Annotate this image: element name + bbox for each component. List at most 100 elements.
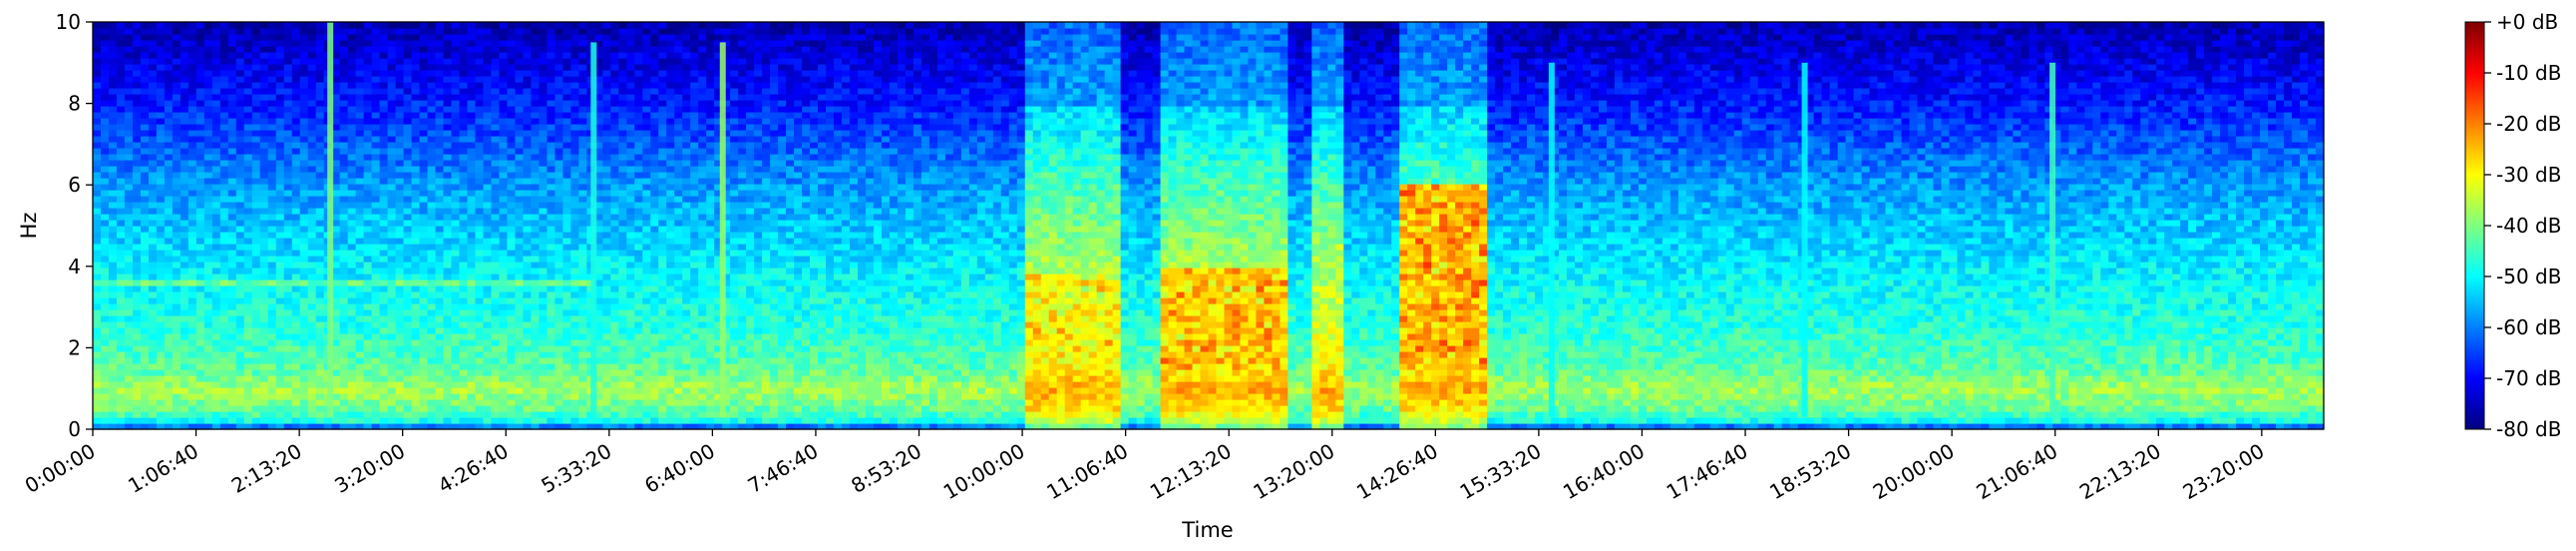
heatmap-cell bbox=[291, 100, 301, 107]
heatmap-cell bbox=[515, 285, 525, 292]
heatmap-cell bbox=[570, 112, 579, 119]
heatmap-cell bbox=[554, 130, 563, 137]
heatmap-cell bbox=[299, 345, 309, 352]
heatmap-cell bbox=[259, 333, 269, 340]
heatmap-cell bbox=[251, 172, 261, 179]
heatmap-cell bbox=[283, 22, 293, 29]
heatmap-cell bbox=[307, 345, 317, 352]
heatmap-cell bbox=[618, 136, 627, 143]
heatmap-cell bbox=[275, 285, 285, 292]
heatmap-cell bbox=[427, 244, 437, 251]
heatmap-cell bbox=[379, 76, 389, 83]
heatmap-cell bbox=[403, 166, 413, 173]
heatmap-cell bbox=[108, 244, 118, 251]
heatmap-cell bbox=[203, 100, 213, 107]
heatmap-cell bbox=[539, 399, 548, 406]
heatmap-cell bbox=[164, 220, 174, 227]
heatmap-cell bbox=[539, 232, 548, 239]
heatmap-cell bbox=[132, 142, 142, 149]
heatmap-cell bbox=[467, 232, 477, 239]
heatmap-cell bbox=[443, 52, 453, 59]
heatmap-cell bbox=[554, 202, 563, 209]
heatmap-cell bbox=[243, 291, 253, 298]
heatmap-cell bbox=[371, 70, 381, 77]
heatmap-cell bbox=[467, 423, 477, 430]
heatmap-cell bbox=[459, 124, 469, 131]
heatmap-cell bbox=[491, 423, 501, 430]
heatmap-cell bbox=[156, 232, 166, 239]
heatmap-cell bbox=[427, 160, 437, 167]
heatmap-cell bbox=[156, 238, 166, 245]
heatmap-cell bbox=[219, 124, 229, 131]
heatmap-cell bbox=[451, 22, 461, 29]
heatmap-cell bbox=[140, 214, 150, 221]
heatmap-cell bbox=[411, 154, 421, 161]
heatmap-cell bbox=[602, 76, 611, 83]
heatmap-cell bbox=[283, 375, 293, 382]
heatmap-cell bbox=[451, 196, 461, 203]
heatmap-cell bbox=[291, 309, 301, 316]
heatmap-cell bbox=[467, 172, 477, 179]
heatmap-cell bbox=[371, 214, 381, 221]
heatmap-cell bbox=[523, 274, 533, 280]
heatmap-cell bbox=[211, 112, 221, 119]
heatmap-cell bbox=[642, 339, 651, 346]
heatmap-cell bbox=[634, 184, 643, 191]
heatmap-cell bbox=[315, 345, 325, 352]
heatmap-cell bbox=[507, 154, 517, 161]
heatmap-cell bbox=[562, 142, 571, 149]
heatmap-cell bbox=[387, 333, 397, 340]
heatmap-cell bbox=[259, 250, 269, 257]
heatmap-cell bbox=[291, 285, 301, 292]
heatmap-cell bbox=[355, 220, 365, 227]
heatmap-cell bbox=[475, 166, 485, 173]
heatmap-cell bbox=[387, 58, 397, 65]
heatmap-cell bbox=[515, 250, 525, 257]
heatmap-cell bbox=[562, 232, 571, 239]
heatmap-cell bbox=[100, 369, 110, 376]
heatmap-cell bbox=[610, 279, 619, 286]
heatmap-cell bbox=[419, 279, 429, 286]
heatmap-cell bbox=[291, 333, 301, 340]
heatmap-cell bbox=[299, 423, 309, 430]
heatmap-cell bbox=[562, 357, 571, 364]
heatmap-cell bbox=[419, 76, 429, 83]
heatmap-cell bbox=[467, 178, 477, 185]
heatmap-cell bbox=[547, 22, 555, 29]
heatmap-cell bbox=[475, 190, 485, 197]
heatmap-cell bbox=[443, 279, 453, 286]
heatmap-cell bbox=[100, 315, 110, 322]
heatmap-cell bbox=[618, 297, 627, 304]
heatmap-cell bbox=[387, 399, 397, 406]
heatmap-cell bbox=[379, 238, 389, 245]
heatmap-cell bbox=[507, 423, 517, 430]
heatmap-cell bbox=[108, 28, 118, 35]
heatmap-cell bbox=[172, 160, 182, 167]
heatmap-cell bbox=[339, 417, 349, 424]
heatmap-cell bbox=[140, 136, 150, 143]
heatmap-cell bbox=[395, 184, 405, 191]
heatmap-cell bbox=[291, 166, 301, 173]
heatmap-cell bbox=[371, 285, 381, 292]
heatmap-cell bbox=[451, 423, 461, 430]
heatmap-cell bbox=[355, 184, 365, 191]
heatmap-cell bbox=[355, 148, 365, 155]
heatmap-cell bbox=[634, 297, 643, 304]
heatmap-cell bbox=[203, 238, 213, 245]
heatmap-cell bbox=[267, 178, 277, 185]
heatmap-cell bbox=[371, 375, 381, 382]
heatmap-cell bbox=[626, 381, 635, 388]
heatmap-cell bbox=[419, 58, 429, 65]
heatmap-cell bbox=[507, 226, 517, 233]
heatmap-cell bbox=[227, 274, 237, 280]
heatmap-cell bbox=[586, 417, 595, 424]
heatmap-cell bbox=[283, 345, 293, 352]
heatmap-cell bbox=[539, 357, 548, 364]
heatmap-cell bbox=[379, 357, 389, 364]
heatmap-cell bbox=[395, 172, 405, 179]
heatmap-cell bbox=[355, 166, 365, 173]
heatmap-cell bbox=[291, 250, 301, 257]
heatmap-cell bbox=[108, 405, 118, 412]
heatmap-cell bbox=[100, 148, 110, 155]
heatmap-cell bbox=[203, 226, 213, 233]
